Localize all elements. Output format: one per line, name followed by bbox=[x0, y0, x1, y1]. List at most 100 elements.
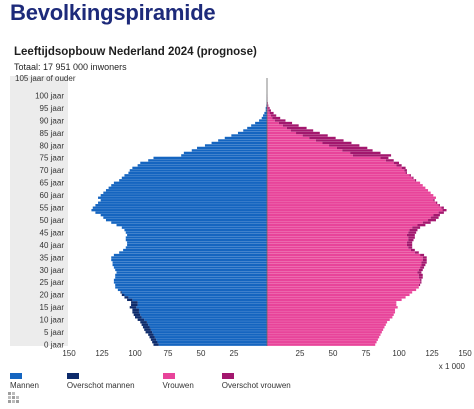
bar-vrouwen bbox=[267, 326, 385, 329]
bar-mannen bbox=[263, 114, 267, 117]
bar-vrouwen bbox=[267, 318, 390, 321]
bar-mannen bbox=[148, 159, 267, 162]
x-tick-label-left: 150 bbox=[62, 349, 76, 358]
bar-vrouwen bbox=[267, 141, 323, 145]
bar-overschot-vrouwen bbox=[270, 114, 277, 117]
y-tick-label: 80 jaar bbox=[40, 141, 65, 150]
bar-vrouwen bbox=[267, 196, 436, 199]
bar-overschot-vrouwen bbox=[406, 241, 413, 244]
bar-vrouwen bbox=[267, 273, 419, 277]
bar-mannen bbox=[127, 243, 267, 247]
bar-mannen bbox=[138, 308, 267, 311]
bar-mannen bbox=[125, 246, 267, 249]
bar-mannen bbox=[116, 223, 268, 227]
bar-vrouwen bbox=[267, 308, 396, 311]
bar-vrouwen bbox=[267, 144, 330, 147]
bar-vrouwen bbox=[267, 263, 422, 267]
bar-overschot-vrouwen bbox=[406, 243, 413, 247]
bar-vrouwen bbox=[267, 214, 434, 217]
bar-vrouwen bbox=[267, 321, 388, 324]
y-tick-label: 50 jaar bbox=[40, 216, 65, 225]
bar-vrouwen bbox=[267, 119, 275, 122]
bar-mannen bbox=[132, 298, 267, 302]
bar-vrouwen bbox=[267, 194, 434, 197]
bar-mannen bbox=[121, 291, 267, 294]
bar-overschot-vrouwen bbox=[408, 238, 414, 242]
bar-overschot-vrouwen bbox=[418, 273, 423, 277]
bar-overschot-vrouwen bbox=[404, 169, 407, 172]
bar-vrouwen bbox=[267, 204, 439, 207]
bar-mannen bbox=[191, 149, 267, 152]
bar-vrouwen bbox=[267, 278, 421, 282]
bar-overschot-mannen bbox=[133, 313, 141, 316]
bar-overschot-vrouwen bbox=[417, 271, 422, 274]
bar-vrouwen bbox=[267, 154, 353, 157]
x-tick-label-right: 150 bbox=[458, 349, 472, 358]
bar-mannen bbox=[259, 119, 267, 122]
bar-vrouwen bbox=[267, 248, 411, 252]
bar-mannen bbox=[211, 141, 267, 145]
chart-subtitle: Totaal: 17 951 000 inwoners bbox=[14, 62, 127, 72]
bar-overschot-mannen bbox=[150, 338, 157, 341]
bar-mannen bbox=[124, 228, 267, 232]
bar-mannen bbox=[98, 196, 267, 199]
bar-mannen bbox=[98, 201, 267, 204]
x-tick-label-left: 100 bbox=[128, 349, 142, 358]
bar-overschot-vrouwen bbox=[296, 131, 320, 135]
bar-vrouwen bbox=[267, 311, 396, 314]
y-tick-label: 25 jaar bbox=[40, 278, 65, 287]
bar-overschot-vrouwen bbox=[268, 109, 271, 112]
legend-item-overschot-mannen: Overschot mannen bbox=[66, 373, 135, 390]
legend-item-overschot-vrouwen: Overschot vrouwen bbox=[221, 373, 291, 390]
bar-overschot-mannen bbox=[124, 296, 129, 299]
bar-mannen bbox=[141, 316, 267, 319]
bar-mannen bbox=[105, 189, 268, 192]
bar-overschot-vrouwen bbox=[438, 211, 444, 214]
bar-mannen bbox=[146, 321, 267, 324]
legend-swatch-overschot-mannen bbox=[66, 373, 79, 379]
bar-overschot-vrouwen bbox=[278, 121, 293, 125]
bar-vrouwen bbox=[267, 258, 423, 262]
bar-vrouwen bbox=[267, 333, 381, 336]
bar-mannen bbox=[149, 326, 267, 329]
bar-vrouwen bbox=[267, 216, 431, 219]
bar-mannen bbox=[115, 268, 267, 272]
y-top-label: 105 jaar of ouder bbox=[15, 74, 76, 83]
bar-vrouwen bbox=[267, 189, 429, 192]
bar-mannen bbox=[113, 253, 267, 257]
bar-vrouwen bbox=[267, 218, 429, 222]
bar-overschot-vrouwen bbox=[267, 104, 269, 107]
bar-vrouwen bbox=[267, 233, 407, 237]
bar-overschot-vrouwen bbox=[412, 226, 421, 229]
bar-vrouwen bbox=[267, 131, 297, 135]
bar-overschot-vrouwen bbox=[417, 223, 426, 227]
bar-overschot-mannen bbox=[144, 328, 151, 331]
bar-overschot-vrouwen bbox=[342, 149, 373, 152]
x-tick-label-left: 75 bbox=[164, 349, 173, 358]
bar-vrouwen bbox=[267, 228, 410, 232]
bar-vrouwen bbox=[267, 253, 421, 257]
bar-vrouwen bbox=[267, 106, 269, 110]
y-tick-label: 20 jaar bbox=[40, 291, 65, 300]
chart-legend: Mannen Overschot mannen Vrouwen Overscho… bbox=[10, 373, 291, 390]
bar-mannen bbox=[261, 116, 267, 120]
bar-vrouwen bbox=[267, 174, 410, 177]
bar-mannen bbox=[112, 263, 267, 267]
bar-overschot-vrouwen bbox=[385, 159, 394, 162]
legend-label-overschot-mannen: Overschot mannen bbox=[66, 381, 135, 390]
bar-overschot-vrouwen bbox=[430, 216, 439, 219]
bar-mannen bbox=[95, 204, 268, 207]
y-tick-label: 60 jaar bbox=[40, 191, 65, 200]
bar-vrouwen bbox=[267, 296, 406, 299]
bar-overschot-mannen bbox=[120, 291, 122, 294]
page-title: Bevolkingspiramide bbox=[10, 0, 216, 25]
bar-vrouwen bbox=[267, 109, 269, 112]
bar-overschot-vrouwen bbox=[428, 218, 436, 222]
bar-mannen bbox=[127, 241, 267, 244]
bar-mannen bbox=[181, 154, 267, 157]
bar-mannen bbox=[124, 174, 267, 177]
legend-swatch-mannen bbox=[10, 373, 22, 379]
bar-overschot-vrouwen bbox=[408, 236, 415, 239]
bar-mannen bbox=[117, 288, 267, 292]
bar-vrouwen bbox=[267, 211, 439, 214]
